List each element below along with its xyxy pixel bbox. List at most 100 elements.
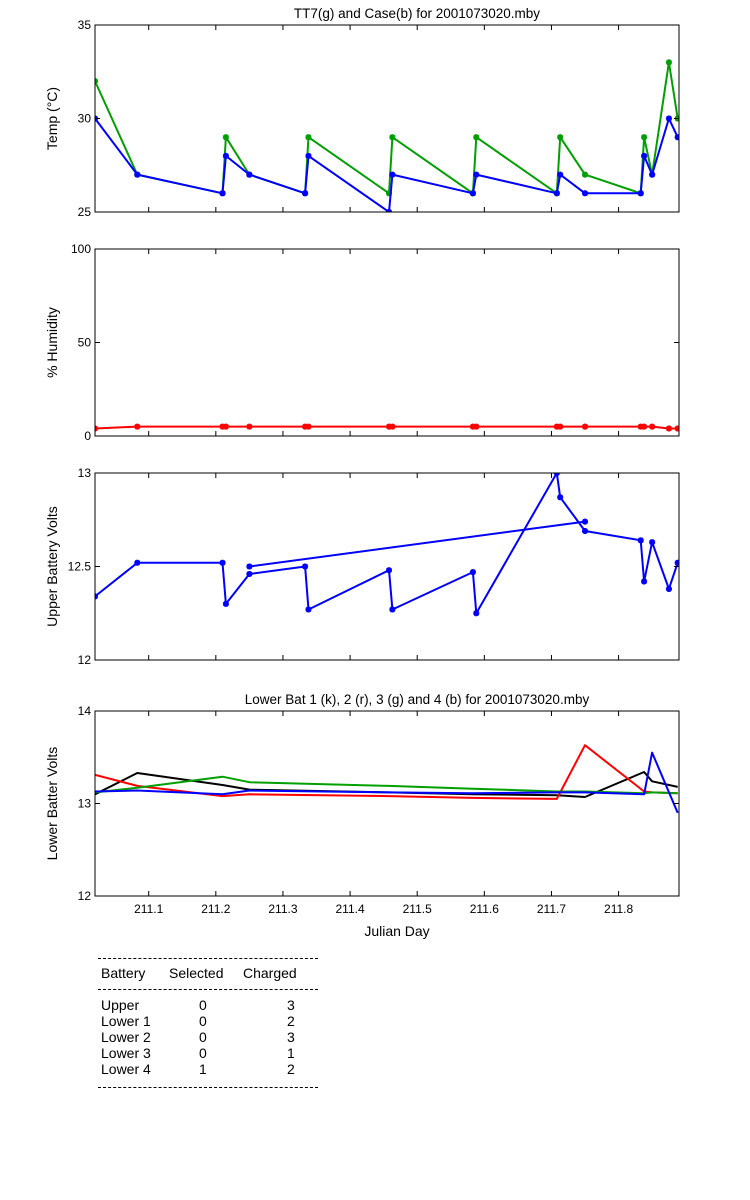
x-axis-label: Julian Day [364,923,429,939]
data-point [389,423,396,430]
y-tick-label: 12.5 [68,560,92,574]
data-point [219,423,226,430]
cell-selected: 0 [199,997,207,1013]
plot-frame [94,248,680,437]
data-point [246,423,253,430]
data-point [305,423,312,430]
data-point [386,423,393,430]
series-line [95,775,678,795]
chart-panel-upper: 12 12.5 13 Upper Battery Volts [44,466,680,667]
data-point [473,423,480,430]
chart-panel-humidity: 0 50 100 % Humidity [44,242,680,443]
data-point [305,134,312,141]
data-point [246,171,253,178]
cell-battery: Lower 3 [101,1045,151,1061]
data-point [553,190,560,197]
x-tick-label: 211.7 [537,902,566,916]
data-point [557,494,564,501]
data-point [389,171,396,178]
y-axis-label: Upper Battery Volts [44,506,60,627]
table-divider-top [98,958,318,959]
data-point [641,578,648,585]
series-group [95,59,679,212]
data-point [553,423,560,430]
y-axis-label: Lower Batter Volts [44,747,60,861]
data-point [222,423,229,430]
cell-selected: 1 [199,1061,207,1077]
x-tick-label: 211.1 [134,902,163,916]
data-point [469,569,476,576]
y-tick-label: 100 [71,242,91,256]
data-point [665,115,672,122]
data-point [582,527,589,534]
data-point [302,563,309,570]
series-line [249,520,586,568]
series-line [95,61,679,195]
y-axis-label: Temp (°C) [44,87,60,150]
data-point [665,425,672,432]
data-point [557,423,564,430]
y-tick-label: 0 [84,429,91,443]
cell-charged: 1 [287,1045,295,1061]
data-point [641,152,648,159]
table-divider-mid [98,989,318,990]
series-group [95,744,679,814]
y-tick-label: 13 [78,466,92,480]
data-point [473,134,480,141]
chart-title: TT7(g) and Case(b) for 2001073020.mby [294,6,540,21]
data-point [246,570,253,577]
cell-battery: Upper [101,997,140,1013]
table-row: Lower 1 0 2 [101,1013,318,1029]
x-tick-label: 211.5 [403,902,432,916]
x-tick-label: 211.4 [336,902,365,916]
data-point [134,559,141,566]
series-group [95,423,679,432]
y-tick-label: 30 [78,112,92,126]
header-battery: Battery [101,965,146,981]
data-point [219,559,226,566]
data-point [305,606,312,613]
battery-summary-table: Battery Selected Charged Upper 0 3 Lower… [98,958,318,1088]
cell-battery: Lower 2 [101,1029,151,1045]
table-row: Lower 3 0 1 [101,1045,318,1061]
chart-panel-temp: 25 30 35 TT7(g) and Case(b) for 2001073020.… [44,6,680,219]
header-selected: Selected [169,965,224,981]
data-point [674,134,679,141]
y-tick-label: 25 [78,205,92,219]
data-point [302,423,309,430]
data-point [557,171,564,178]
data-point [582,423,589,430]
data-point [674,425,679,432]
data-point [305,152,312,159]
data-point [641,134,648,141]
data-point [557,134,564,141]
data-point [246,563,253,570]
data-point [637,190,644,197]
x-tick-label: 211.6 [470,902,499,916]
data-point [665,59,672,66]
plot-frame [94,710,680,897]
x-tick-label: 211.2 [201,902,230,916]
chart-panel-lower: 12 13 14 211.1 211.2 211.3 211.4 211.5 211.6 211.… [44,692,680,939]
table-row: Lower 2 0 3 [101,1029,318,1045]
y-tick-label: 13 [78,797,92,811]
data-point [302,190,309,197]
chart-title: Lower Bat 1 (k), 2 (r), 3 (g) and 4 (b) … [245,692,590,707]
data-point [219,190,226,197]
data-point [469,423,476,430]
data-point [222,134,229,141]
cell-selected: 0 [199,1029,207,1045]
cell-charged: 3 [287,1029,295,1045]
x-tick-label: 211.3 [268,902,297,916]
y-tick-label: 35 [78,18,92,32]
data-point [637,423,644,430]
table-body: Upper 0 3 Lower 1 0 2 Lower 2 0 3 Lower … [98,990,318,1087]
series-line [95,473,679,615]
data-point [222,152,229,159]
cell-selected: 0 [199,1045,207,1061]
data-point [222,600,229,607]
header-charged: Charged [243,965,297,981]
table-divider-bottom [98,1087,318,1088]
data-point [134,171,141,178]
